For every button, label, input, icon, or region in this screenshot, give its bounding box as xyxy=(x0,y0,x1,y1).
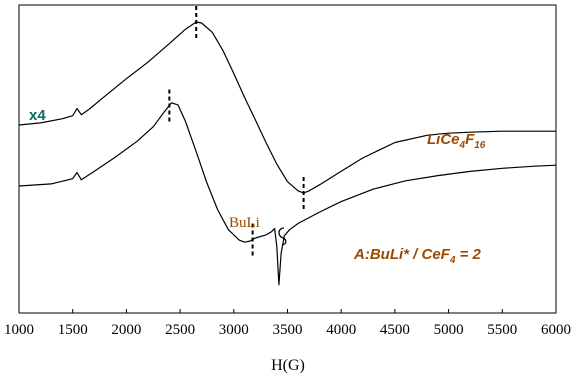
x-tick-label: 5000 xyxy=(434,322,464,338)
series-label-buli-ratio-sub: 4 xyxy=(449,255,456,266)
x-tick-label: 1000 xyxy=(4,322,34,338)
x-tick-label: 4500 xyxy=(380,322,410,338)
series-label-buli-ratio-tail: = 2 xyxy=(455,246,481,263)
series-label-licef-sub2: 16 xyxy=(474,140,486,151)
series-label-licef: LiCe4F16 xyxy=(427,131,486,151)
series-line-2 xyxy=(18,102,557,286)
scale-factor-label: x4 xyxy=(29,107,46,124)
x-tick-label: 2000 xyxy=(111,322,141,338)
x-tick-label: 2500 xyxy=(165,322,195,338)
buli-feature-label: BuLi xyxy=(229,215,260,231)
series-label-licef-mid: F xyxy=(465,131,475,148)
x-axis-ticks: 1000 1500 2000 2500 3000 3500 4000 4500 5000 5500… xyxy=(4,309,571,338)
series-label-buli-ratio: A:BuLi* / CeF4 = 2 xyxy=(353,246,482,266)
x-axis-title: H(G) xyxy=(271,357,305,374)
buli-feature-bracket xyxy=(278,227,287,246)
x-tick-label: 4000 xyxy=(326,322,356,338)
plot-area xyxy=(18,4,557,314)
series-layer xyxy=(18,21,557,286)
series-line-1 xyxy=(18,21,556,194)
series-label-licef-sub1: 4 xyxy=(459,140,466,151)
series-label-buli-ratio-main: A:BuLi* / CeF xyxy=(353,246,451,263)
peak-marker-layer xyxy=(168,6,305,256)
x-tick-label: 5500 xyxy=(487,322,517,338)
x-tick-label: 6000 xyxy=(541,322,571,338)
x-tick-label: 3500 xyxy=(273,322,303,338)
series-label-licef-main: LiCe xyxy=(427,131,460,148)
x-tick-label: 3000 xyxy=(219,322,249,338)
x-tick-label: 1500 xyxy=(58,322,88,338)
